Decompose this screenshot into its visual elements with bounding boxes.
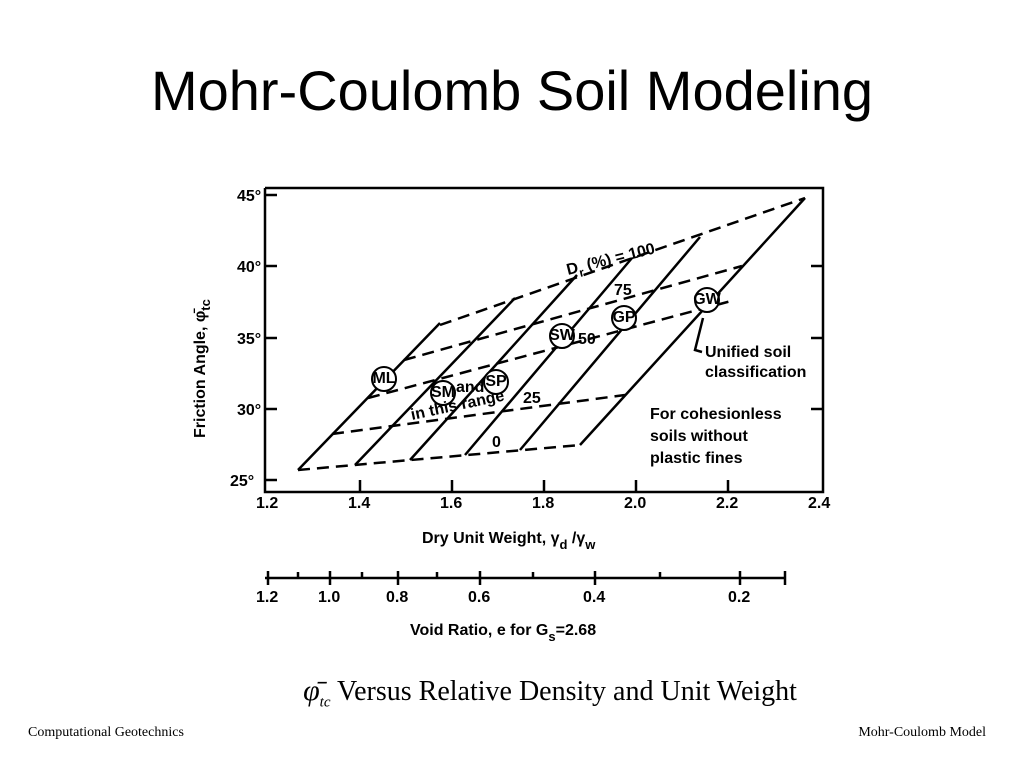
- soil-markers: [371, 287, 720, 406]
- y-axis-label: Friction Angle, φ̄tc: [192, 299, 213, 438]
- x-tick-label: 2.0: [624, 495, 646, 512]
- unified-note: Unified soil: [705, 344, 791, 361]
- unified-note: classification: [705, 364, 806, 381]
- x-ticks: [358, 480, 730, 492]
- soil-label: ML: [372, 370, 395, 387]
- void-tick-label: 0.6: [468, 589, 490, 606]
- void-tick-label: 1.0: [318, 589, 340, 606]
- x-tick-label: 1.4: [348, 495, 370, 512]
- y-tick-label: 30°: [237, 402, 261, 419]
- x-tick-label: 1.8: [532, 495, 554, 512]
- footer-left: Computational Geotechnics: [28, 725, 184, 740]
- footer-right: Mohr-Coulomb Model: [858, 725, 986, 740]
- x-tick-label: 2.4: [808, 495, 830, 512]
- cohesionless-note: plastic fines: [650, 450, 743, 467]
- soil-label: SW: [549, 327, 576, 344]
- void-ticks: [266, 571, 787, 585]
- text-part: r: [578, 265, 586, 280]
- soil-label: GW: [693, 291, 721, 308]
- density-value: 75: [614, 282, 632, 299]
- cohesionless-note: soils without: [650, 428, 748, 445]
- density-value: 0: [492, 434, 501, 451]
- caption: φ̄tc Versus Relative Density and Unit We…: [0, 674, 1024, 712]
- x-tick-label: 1.6: [440, 495, 462, 512]
- cohesionless-note: For cohesionless: [650, 406, 782, 423]
- caption-text: Versus Relative Density and Unit Weight: [330, 676, 797, 707]
- x-tick-label: 2.2: [716, 495, 738, 512]
- x-tick-label: 1.2: [256, 495, 278, 512]
- text-part: =2.68: [556, 622, 597, 639]
- density-value: 25: [523, 390, 541, 407]
- text-part: d: [560, 537, 568, 552]
- density-value: 50: [578, 331, 596, 348]
- caption-symbol: φ̄: [303, 674, 320, 707]
- density-label: Dr (%) = 100: [565, 240, 658, 282]
- void-tick-label: 1.2: [256, 589, 278, 606]
- void-tick-label: 0.8: [386, 589, 408, 606]
- text-part: w: [584, 537, 596, 552]
- text-part: D: [565, 260, 580, 279]
- text-part: Friction Angle,: [192, 322, 209, 438]
- pointer: [693, 317, 705, 354]
- void-tick-label: 0.2: [728, 589, 750, 606]
- void-axis-label: Void Ratio, e for Gs=2.68: [410, 622, 596, 644]
- density-lines: [297, 196, 806, 472]
- void-tick-label: 0.4: [583, 589, 605, 606]
- text-part: Void Ratio, e for G: [410, 622, 548, 639]
- soil-label: SP: [485, 373, 507, 390]
- text-part: s: [548, 629, 555, 644]
- soil-label: SM: [431, 384, 455, 401]
- unit-weight-lines: [297, 197, 806, 471]
- y-tick-label: 25°: [230, 473, 254, 490]
- text-part: Dry Unit Weight, γ: [422, 530, 560, 547]
- text-part: (%) = 100: [581, 240, 657, 274]
- y-tick-label: 35°: [237, 331, 261, 348]
- soil-label: GP: [612, 309, 635, 326]
- plot-frame: [263, 186, 825, 494]
- y-tick-label: 45°: [237, 188, 261, 205]
- text-part: tc: [198, 299, 213, 311]
- text-part: /γ: [567, 530, 585, 547]
- y-tick-label: 40°: [237, 259, 261, 276]
- range-note: and: [456, 379, 484, 396]
- caption-subscript: tc: [319, 694, 331, 711]
- x-axis-label: Dry Unit Weight, γd /γw: [422, 530, 596, 552]
- slide-title: Mohr-Coulomb Soil Modeling: [150, 59, 874, 122]
- text-part: φ̄: [192, 308, 209, 322]
- y-ticks: [265, 193, 823, 482]
